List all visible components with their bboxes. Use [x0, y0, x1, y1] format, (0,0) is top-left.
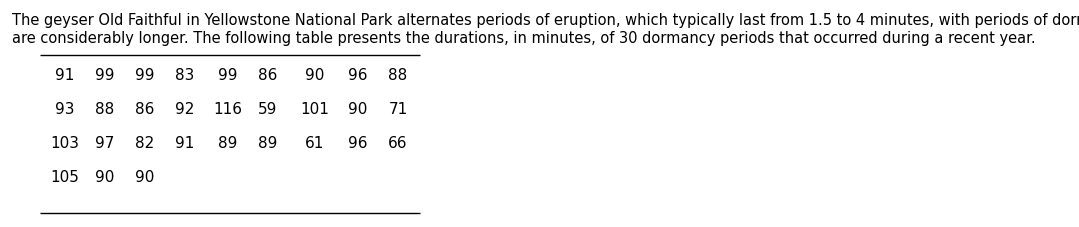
Text: 83: 83	[175, 68, 194, 83]
Text: 116: 116	[214, 102, 243, 117]
Text: 96: 96	[349, 68, 368, 83]
Text: 99: 99	[95, 68, 114, 83]
Text: 61: 61	[305, 136, 325, 151]
Text: 82: 82	[135, 136, 154, 151]
Text: The geyser Old Faithful in Yellowstone National Park alternates periods of erupt: The geyser Old Faithful in Yellowstone N…	[12, 13, 1079, 28]
Text: 99: 99	[135, 68, 154, 83]
Text: 86: 86	[258, 68, 277, 83]
Text: 91: 91	[175, 136, 194, 151]
Text: 90: 90	[95, 170, 114, 185]
Text: 105: 105	[51, 170, 80, 185]
Text: 92: 92	[175, 102, 194, 117]
Text: 66: 66	[388, 136, 408, 151]
Text: 59: 59	[258, 102, 277, 117]
Text: 86: 86	[135, 102, 154, 117]
Text: 93: 93	[55, 102, 74, 117]
Text: 91: 91	[55, 68, 74, 83]
Text: 89: 89	[258, 136, 277, 151]
Text: 97: 97	[95, 136, 114, 151]
Text: 90: 90	[135, 170, 154, 185]
Text: 88: 88	[388, 68, 408, 83]
Text: 96: 96	[349, 136, 368, 151]
Text: 89: 89	[218, 136, 237, 151]
Text: 88: 88	[95, 102, 114, 117]
Text: 90: 90	[305, 68, 325, 83]
Text: 99: 99	[218, 68, 237, 83]
Text: 103: 103	[51, 136, 80, 151]
Text: are considerably longer. The following table presents the durations, in minutes,: are considerably longer. The following t…	[12, 31, 1036, 46]
Text: 101: 101	[301, 102, 329, 117]
Text: 71: 71	[388, 102, 408, 117]
Text: 90: 90	[349, 102, 368, 117]
